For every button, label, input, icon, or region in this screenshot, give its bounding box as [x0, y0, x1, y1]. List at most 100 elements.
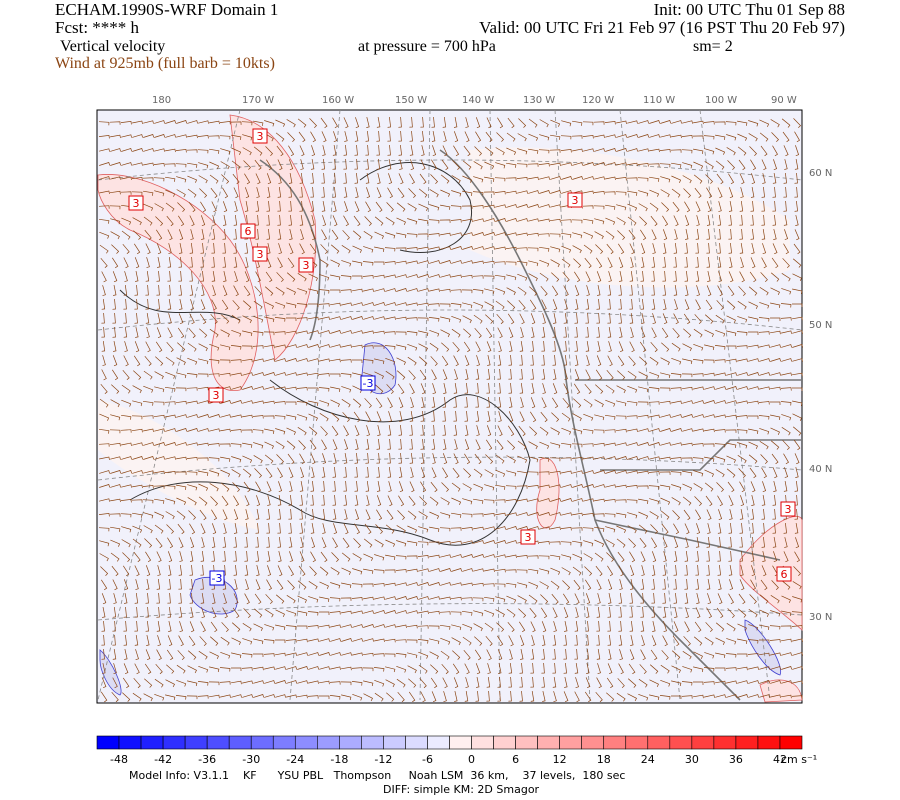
- colorbar-box: [669, 735, 693, 750]
- contour-label: 3: [133, 197, 140, 210]
- contour-label: 3: [257, 130, 264, 143]
- contour-label-box: [252, 246, 268, 262]
- contour-label-box: [209, 570, 225, 586]
- colorbar-box: [559, 735, 582, 750]
- contour-label-box: [298, 257, 314, 273]
- init-time: Init: 00 UTC Thu 01 Sep 88: [654, 0, 845, 19]
- colorbar-box: [515, 735, 538, 750]
- colorbar-box: [537, 735, 560, 750]
- graticule: [97, 109, 803, 701]
- contour-label: 6: [781, 568, 788, 581]
- colorbar-box: [625, 735, 649, 750]
- contour-label: 3: [525, 531, 532, 544]
- colorbar-label: 42: [773, 753, 787, 766]
- latitude-label: 50 N: [809, 320, 832, 331]
- colorbar-label: 12: [553, 753, 567, 766]
- longitude-label: 90 W: [771, 95, 797, 106]
- model-info: Model Info: V3.1.1 KF YSU PBL Thompson N…: [129, 769, 625, 782]
- colorbar-label: -12: [374, 753, 392, 766]
- colorbar-box: [735, 735, 759, 750]
- colorbar-unit: cm s⁻¹: [781, 753, 817, 766]
- pressure-level: at pressure = 700 hPa: [358, 38, 496, 55]
- colorbar-box: [140, 735, 164, 750]
- colorbar-box: [228, 735, 252, 750]
- colorbar-box: [581, 735, 605, 750]
- contour-label: 3: [572, 194, 579, 207]
- model-title: ECHAM.1990S-WRF Domain 1: [55, 0, 278, 19]
- colorbar-box: [493, 735, 516, 750]
- contour-label: 3: [213, 389, 220, 402]
- colorbar-label: -18: [330, 753, 348, 766]
- latitude-label: 40 N: [809, 464, 832, 475]
- smoothing: sm= 2: [693, 38, 733, 55]
- colorbar-box: [272, 735, 296, 750]
- wind-barbs: [98, 116, 804, 703]
- colorbar-box: [250, 735, 274, 750]
- colorbar-box: [96, 735, 120, 750]
- longitude-label: 140 W: [462, 95, 494, 106]
- wind-note: Wind at 925mb (full barb = 10kts): [55, 55, 275, 72]
- contour-label: 6: [245, 225, 252, 238]
- longitude-label: 150 W: [395, 95, 427, 106]
- colorbar-box: [779, 735, 803, 750]
- diff-info: DIFF: simple KM: 2D Smagor: [383, 783, 540, 796]
- zero-contours: [119, 162, 531, 546]
- colorbar-label: 24: [641, 753, 655, 766]
- colorbar-label: -6: [422, 753, 433, 766]
- contour-label: -3: [363, 377, 374, 390]
- contour-label-box: [240, 223, 256, 239]
- longitude-label: 130 W: [523, 95, 555, 106]
- colorbar-label: 36: [729, 753, 743, 766]
- colorbar-box: [162, 735, 186, 750]
- colorbar-label: 18: [597, 753, 611, 766]
- contour-label-box: [208, 387, 224, 403]
- colorbar-label: 30: [685, 753, 699, 766]
- longitude-labels: 180 170 W 160 W 150 W 140 W 130 W 120 W 110 W 10…: [152, 95, 797, 106]
- colorbar-box: [294, 735, 318, 750]
- coastlines: [259, 149, 802, 701]
- colorbar-label: -42: [154, 753, 172, 766]
- longitude-label: 100 W: [705, 95, 737, 106]
- contour-label: 3: [785, 503, 792, 516]
- latitude-labels: 60 N 50 N 40 N 30 N: [809, 168, 832, 623]
- contour-label-box: [128, 195, 144, 211]
- colorbar-box: [647, 735, 671, 750]
- colorbar-box: [206, 735, 230, 750]
- colorbar-box: [713, 735, 737, 750]
- colorbar-box: [184, 735, 208, 750]
- contour-label-box: [567, 192, 583, 208]
- contour-label-box: [360, 375, 376, 391]
- contour-label-box: [776, 566, 792, 582]
- longitude-label: 120 W: [582, 95, 614, 106]
- colorbar-label: -36: [198, 753, 216, 766]
- colorbar-box: [691, 735, 715, 750]
- colorbar-box: [427, 735, 450, 750]
- colorbar-box: [383, 735, 406, 750]
- valid-time: Valid: 00 UTC Fri 21 Feb 97 (16 PST Thu …: [479, 18, 845, 37]
- colorbar-box: [339, 735, 362, 750]
- longitude-label: 110 W: [643, 95, 675, 106]
- weak-positive-areas: [98, 147, 790, 530]
- contour-label-box: [252, 128, 268, 144]
- map: [96, 109, 803, 704]
- contour-label-box: [520, 529, 536, 545]
- colorbar-label: -24: [286, 753, 304, 766]
- colorbar-box: [361, 735, 384, 750]
- colorbar-box: [317, 735, 340, 750]
- contour-label: -3: [212, 572, 223, 585]
- colorbar-label: 0: [468, 753, 475, 766]
- colorbar-box: [118, 735, 142, 750]
- contour-label: 3: [257, 248, 264, 261]
- barb-field: [98, 116, 804, 703]
- colorbar-label: -48: [110, 753, 128, 766]
- colorbar-box: [757, 735, 781, 750]
- latitude-label: 60 N: [809, 168, 832, 179]
- colorbar: -48 -42 -36 -30 -24 -18 -12 -6 0 6 12 18 24 30 36 42cm …: [96, 735, 817, 766]
- colorbar-box: [603, 735, 627, 750]
- colorbar-label: 6: [512, 753, 519, 766]
- longitude-label: 160 W: [322, 95, 354, 106]
- field-name: Vertical velocity: [60, 38, 165, 55]
- colorbar-label: -30: [242, 753, 260, 766]
